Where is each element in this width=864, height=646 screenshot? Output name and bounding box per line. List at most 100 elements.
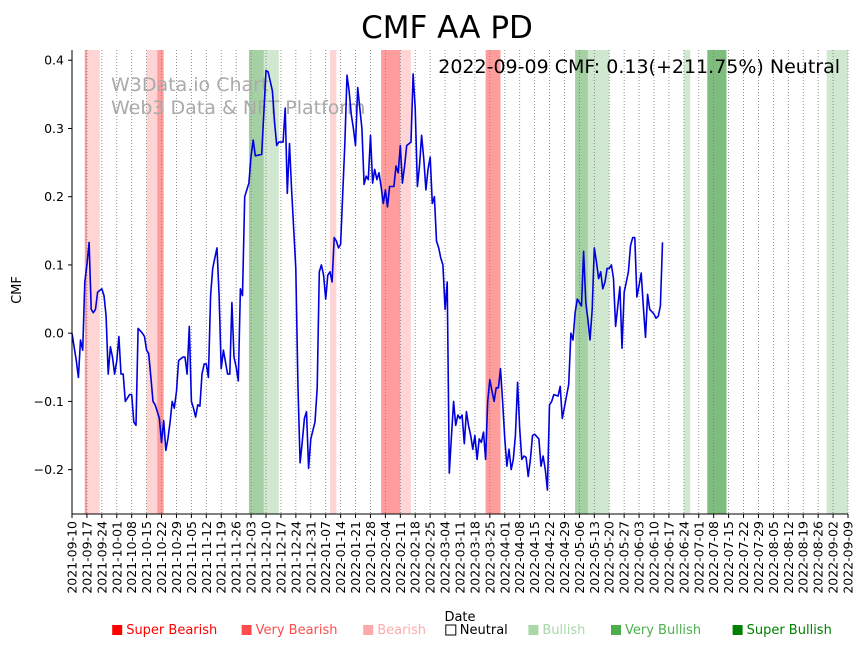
legend-label: Super Bearish [126, 623, 217, 638]
legend-item-super-bearish: Super Bearish [112, 623, 217, 638]
legend-swatch [241, 625, 252, 635]
x-tick-label-5: 2021-10-15 [139, 521, 154, 594]
y-tick-label-5: 0.3 [44, 121, 64, 136]
y-tick-label-6: 0.4 [44, 53, 64, 68]
legend-item-bearish: Bearish [363, 623, 426, 638]
x-tick-label-2: 2021-09-24 [94, 521, 109, 594]
band-10 [400, 50, 411, 514]
legend-item-very-bullish: Very Bullish [611, 623, 701, 638]
legend-label: Bearish [377, 623, 426, 638]
band-15 [707, 50, 727, 514]
chart-title: CMF AA PD [361, 10, 533, 46]
x-tick-label-48: 2022-08-12 [781, 521, 796, 594]
x-tick-label-34: 2022-05-06 [572, 521, 587, 594]
band-5 [248, 50, 264, 514]
band-11 [485, 50, 501, 514]
x-tick-label-52: 2022-09-09 [841, 521, 856, 594]
legend-item-super-bullish: Super Bullish [732, 623, 832, 638]
legend-item-neutral: Neutral [445, 623, 508, 638]
y-axis-label: CMF [10, 276, 25, 304]
x-tick-label-31: 2022-04-15 [527, 521, 542, 594]
x-tick-label-50: 2022-08-26 [811, 521, 826, 594]
grid-layer [71, 50, 849, 514]
x-tick-label-16: 2021-12-31 [303, 521, 318, 594]
x-axis-label: Date [444, 610, 475, 625]
x-tick-label-33: 2022-04-29 [557, 521, 572, 594]
x-tick-label-1: 2021-09-17 [79, 521, 94, 594]
x-tick-label-17: 2022-01-07 [318, 521, 333, 594]
band-16 [826, 50, 848, 514]
x-tick-label-12: 2021-12-03 [244, 521, 259, 594]
legend-item-bullish: Bullish [528, 623, 585, 638]
x-tick-label-41: 2022-06-24 [676, 521, 691, 594]
x-tick-label-10: 2021-11-19 [214, 521, 229, 594]
y-tick-label-0: −0.2 [34, 462, 64, 477]
x-tick-label-14: 2021-12-17 [273, 521, 288, 594]
x-tick-label-9: 2021-11-12 [199, 521, 214, 594]
x-tick-label-45: 2022-07-22 [736, 521, 751, 594]
x-tick-label-25: 2022-03-04 [438, 521, 453, 594]
band-7 [268, 50, 279, 514]
legend-label: Bullish [542, 623, 585, 638]
y-tick-label-1: −0.1 [34, 394, 64, 409]
x-tick-label-19: 2022-01-21 [348, 521, 363, 594]
y-ticks: −0.2 −0.1 0.0 0.1 0.2 0.3 0.4 [34, 53, 72, 477]
y-tick-label-3: 0.1 [44, 257, 64, 272]
legend-item-very-bearish: Very Bearish [241, 623, 338, 638]
band-9 [381, 50, 401, 514]
x-tick-label-47: 2022-08-05 [766, 521, 781, 594]
legend-swatch [732, 625, 743, 635]
legend-label: Neutral [460, 623, 508, 638]
x-tick-label-36: 2022-05-20 [602, 521, 617, 594]
x-tick-label-15: 2021-12-24 [288, 521, 303, 594]
watermark: W3Data.io Chart Web3 Data & NFT Platform [111, 74, 365, 119]
legend-swatch [112, 625, 123, 635]
band-4 [157, 50, 164, 514]
x-tick-label-51: 2022-09-02 [826, 521, 841, 594]
band-14 [683, 50, 691, 514]
x-tick-label-28: 2022-03-25 [482, 521, 497, 594]
x-tick-label-21: 2022-02-04 [378, 521, 393, 594]
cmf-series-line [71, 69, 664, 491]
legend-swatch [528, 625, 539, 635]
x-tick-label-49: 2022-08-19 [796, 521, 811, 594]
x-tick-label-13: 2021-12-10 [259, 521, 274, 594]
legend-swatch [363, 625, 374, 635]
legend-label: Very Bearish [256, 623, 338, 638]
legend-swatch [445, 624, 457, 636]
x-tick-label-46: 2022-07-29 [751, 521, 766, 594]
x-tick-label-4: 2021-10-08 [124, 521, 139, 594]
band-layer [84, 50, 848, 514]
x-tick-label-8: 2021-11-05 [184, 521, 199, 594]
x-tick-label-3: 2021-10-01 [109, 521, 124, 594]
watermark-line-2: Web3 Data & NFT Platform [111, 97, 365, 119]
y-tick-label-4: 0.2 [44, 189, 64, 204]
legend-swatch [611, 625, 621, 635]
x-tick-label-35: 2022-05-13 [587, 521, 602, 594]
x-tick-label-11: 2021-11-26 [229, 521, 244, 594]
x-tick-label-40: 2022-06-17 [661, 521, 676, 594]
legend-label: Super Bullish [747, 623, 832, 638]
x-tick-label-44: 2022-07-15 [721, 521, 736, 594]
band-8 [329, 50, 337, 514]
x-tick-label-43: 2022-07-08 [706, 521, 721, 594]
value-annotation: 2022-09-09 CMF: 0.13(+211.75%) Neutral [438, 56, 840, 78]
x-tick-label-42: 2022-07-01 [691, 521, 706, 594]
x-tick-label-6: 2021-10-22 [154, 521, 169, 594]
x-tick-label-26: 2022-03-11 [453, 521, 468, 594]
x-tick-label-7: 2021-10-29 [169, 521, 184, 594]
watermark-line-1: W3Data.io Chart [111, 74, 268, 96]
x-tick-label-22: 2022-02-11 [393, 521, 408, 594]
legend: Super Bearish Very Bearish Bearish Neutral B… [112, 623, 832, 638]
x-tick-label-20: 2022-01-28 [363, 521, 378, 594]
x-tick-label-27: 2022-03-18 [467, 521, 482, 594]
band-0 [84, 50, 87, 514]
x-tick-label-32: 2022-04-22 [542, 521, 557, 594]
band-12 [575, 50, 588, 514]
x-ticks: 2021-09-10 2021-09-17 2021-09-24 2021-10-01… [65, 514, 856, 594]
x-tick-label-29: 2022-04-01 [497, 521, 512, 594]
x-tick-label-37: 2022-05-27 [617, 521, 632, 594]
x-tick-label-30: 2022-04-08 [512, 521, 527, 594]
x-tick-label-23: 2022-02-18 [408, 521, 423, 594]
